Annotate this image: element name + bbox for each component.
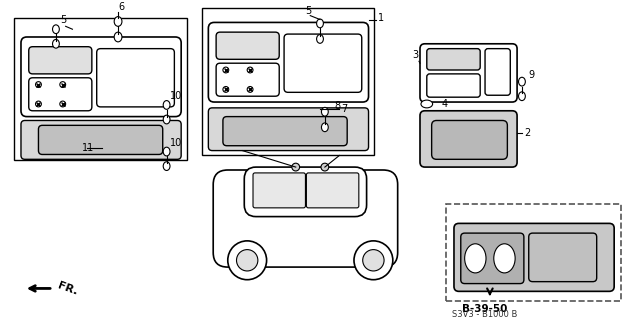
Ellipse shape (223, 67, 228, 73)
Text: 6: 6 (118, 2, 124, 12)
Ellipse shape (247, 86, 253, 92)
FancyBboxPatch shape (38, 125, 163, 154)
Ellipse shape (114, 32, 122, 42)
Ellipse shape (421, 100, 433, 108)
Ellipse shape (60, 101, 66, 107)
FancyBboxPatch shape (307, 173, 359, 208)
Ellipse shape (163, 100, 170, 109)
Text: 2: 2 (524, 128, 530, 138)
FancyBboxPatch shape (529, 233, 596, 282)
Ellipse shape (317, 19, 323, 28)
FancyBboxPatch shape (209, 108, 369, 151)
Ellipse shape (52, 25, 60, 33)
FancyBboxPatch shape (253, 173, 305, 208)
Text: 5: 5 (60, 15, 66, 26)
FancyBboxPatch shape (21, 121, 181, 159)
FancyBboxPatch shape (431, 121, 508, 159)
Ellipse shape (292, 163, 300, 171)
FancyBboxPatch shape (427, 48, 480, 70)
Ellipse shape (247, 67, 253, 73)
Ellipse shape (60, 82, 66, 87)
Ellipse shape (36, 82, 42, 87)
Ellipse shape (363, 249, 384, 271)
Ellipse shape (518, 77, 525, 86)
Bar (14, 18, 187, 160)
Ellipse shape (465, 244, 486, 273)
FancyBboxPatch shape (29, 47, 92, 74)
FancyBboxPatch shape (216, 32, 279, 59)
Text: 10: 10 (170, 138, 182, 148)
Text: B-39-50: B-39-50 (462, 304, 508, 314)
Ellipse shape (237, 249, 258, 271)
Bar (202, 8, 374, 155)
Text: 5: 5 (305, 6, 312, 16)
Text: 1: 1 (378, 13, 385, 24)
FancyBboxPatch shape (454, 223, 614, 291)
Text: 9: 9 (529, 70, 535, 80)
Ellipse shape (114, 17, 122, 26)
Ellipse shape (518, 92, 525, 100)
Text: 4: 4 (442, 99, 447, 109)
FancyBboxPatch shape (223, 117, 347, 146)
Bar (446, 204, 621, 301)
Text: 10: 10 (170, 91, 182, 101)
Ellipse shape (317, 34, 323, 43)
Text: 8: 8 (335, 101, 340, 111)
Text: S3V3 - B1000 B: S3V3 - B1000 B (452, 310, 518, 319)
Ellipse shape (321, 163, 329, 171)
Ellipse shape (163, 162, 170, 170)
Text: 11: 11 (82, 143, 94, 152)
Ellipse shape (163, 115, 170, 124)
Ellipse shape (223, 86, 228, 92)
Ellipse shape (36, 101, 42, 107)
Text: 7: 7 (341, 104, 348, 114)
Text: FR.: FR. (56, 280, 79, 297)
Ellipse shape (321, 108, 328, 116)
FancyBboxPatch shape (244, 167, 367, 217)
Ellipse shape (321, 123, 328, 132)
Text: 3: 3 (412, 50, 419, 60)
Ellipse shape (494, 244, 515, 273)
FancyBboxPatch shape (213, 170, 397, 267)
FancyBboxPatch shape (420, 111, 517, 167)
Ellipse shape (228, 241, 267, 280)
Ellipse shape (354, 241, 393, 280)
Ellipse shape (163, 147, 170, 156)
FancyBboxPatch shape (461, 233, 524, 284)
Ellipse shape (52, 40, 60, 48)
